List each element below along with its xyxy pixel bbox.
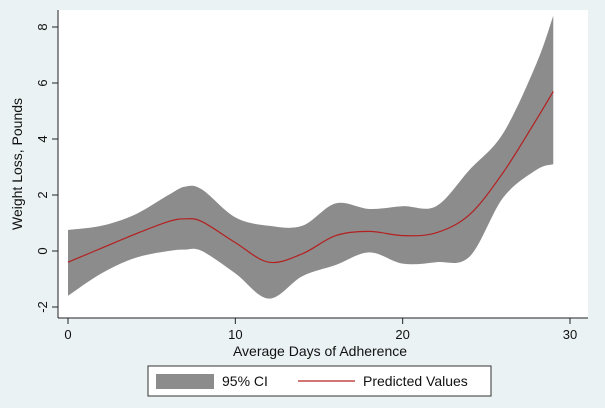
y-tick-label: -2 [35, 301, 50, 313]
y-axis-title: Weight Loss, Pounds [9, 98, 25, 230]
legend-swatch-ci [156, 374, 214, 389]
legend: 95% CI Predicted Values [147, 365, 492, 397]
x-axis-title: Average Days of Adherence [233, 343, 407, 359]
y-tick-label: 2 [35, 191, 50, 198]
y-ticks: -2 0 2 4 6 8 [35, 23, 58, 313]
legend-label-ci: 95% CI [222, 373, 268, 389]
y-tick-label: 6 [35, 79, 50, 86]
ci-band [68, 15, 554, 299]
x-tick-label: 30 [563, 327, 577, 342]
x-tick-label: 10 [228, 327, 242, 342]
predicted-values-line [67, 91, 554, 264]
y-tick-label: 0 [35, 247, 50, 254]
y-tick-label: 8 [35, 23, 50, 30]
legend-label-predicted: Predicted Values [363, 373, 468, 389]
y-tick-label: 4 [35, 135, 50, 142]
x-tick-label: 0 [64, 327, 71, 342]
x-ticks: 0 10 20 30 [64, 318, 577, 342]
x-tick-label: 20 [395, 327, 409, 342]
